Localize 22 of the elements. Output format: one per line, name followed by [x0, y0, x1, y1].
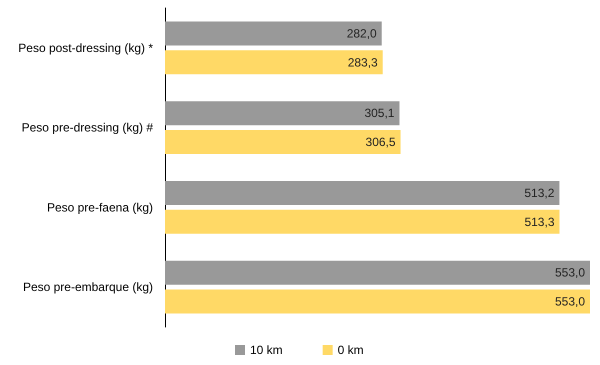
data-label: 513,3	[524, 214, 555, 229]
y-tick-label: Peso pre-embarque (kg)	[22, 280, 153, 294]
data-label: 306,5	[366, 135, 396, 150]
data-label: 553,0	[554, 266, 586, 280]
bar	[165, 50, 383, 74]
legend-label: 0 km	[338, 343, 364, 357]
bar	[165, 290, 590, 314]
y-tick-label: Peso post-dressing (kg) *	[18, 40, 154, 55]
bar	[165, 210, 560, 234]
data-label: 305,1	[364, 106, 395, 120]
data-label: 553,0	[554, 294, 586, 309]
bar	[165, 101, 400, 126]
bar	[165, 260, 590, 285]
bar	[165, 21, 382, 46]
bar	[165, 180, 560, 205]
y-tick-label: Peso pre-dressing (kg) #	[22, 120, 154, 135]
data-label: 282,0	[346, 26, 378, 40]
data-label: 513,2	[524, 186, 555, 200]
y-tick-label: Peso pre-faena (kg)	[46, 200, 153, 214]
legend-label: 10 km	[250, 343, 283, 357]
bar	[165, 130, 401, 154]
data-label: 283,3	[348, 55, 378, 70]
